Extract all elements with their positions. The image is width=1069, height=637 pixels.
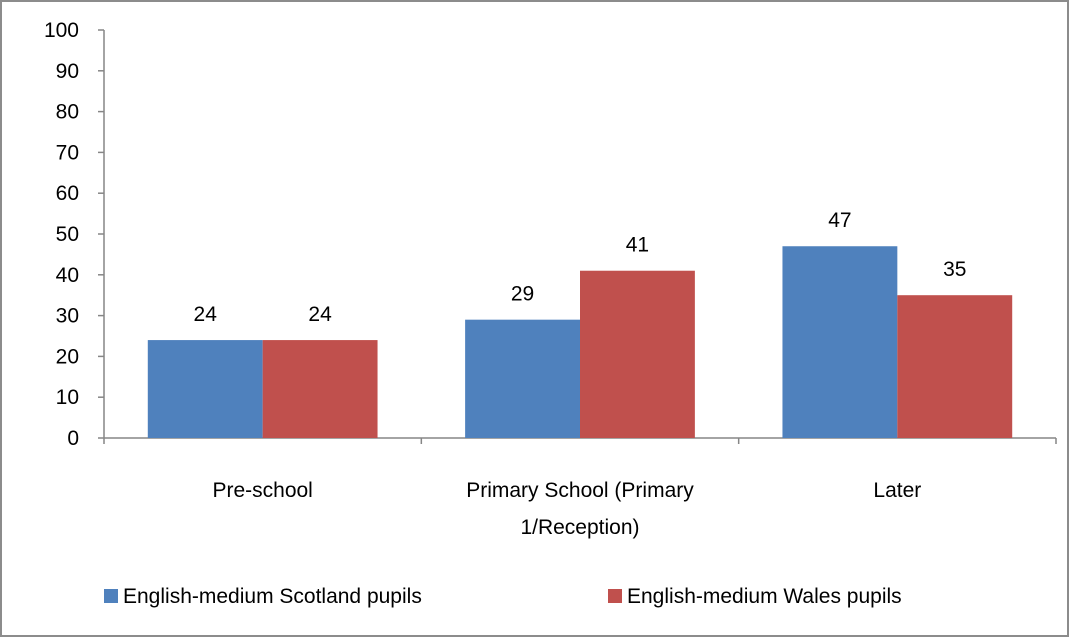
category-labels: Pre-school Primary School (Primary 1/Recep… bbox=[212, 479, 921, 539]
bar-wales bbox=[897, 295, 1013, 438]
category-label: Primary School (Primary 1/Reception) bbox=[466, 479, 694, 539]
category-label: Pre-school bbox=[212, 479, 312, 502]
data-labels: 24 24 29 41 47 35 bbox=[194, 209, 967, 326]
y-tick-label: 60 bbox=[56, 182, 79, 205]
data-label: 47 bbox=[828, 209, 851, 232]
bar-wales bbox=[580, 270, 695, 438]
x-axis bbox=[103, 437, 1057, 444]
category-label: Later bbox=[873, 479, 921, 502]
legend-label: English-medium Wales pupils bbox=[627, 585, 902, 608]
data-label: 24 bbox=[194, 303, 218, 326]
y-tick-label: 90 bbox=[56, 60, 79, 83]
data-label: 41 bbox=[626, 234, 649, 257]
y-tick-label: 40 bbox=[56, 264, 79, 287]
data-label: 24 bbox=[308, 303, 332, 326]
bar-wales bbox=[262, 340, 378, 438]
y-tick-label: 10 bbox=[56, 386, 79, 409]
bar-scotland bbox=[465, 319, 580, 438]
legend: English-medium Scotland pupils English-me… bbox=[104, 585, 902, 608]
legend-swatch bbox=[608, 589, 622, 603]
y-axis: 0 10 20 30 40 50 60 70 80 90 100 bbox=[44, 19, 105, 450]
y-tick-label: 80 bbox=[56, 101, 79, 124]
y-tick-label: 70 bbox=[56, 141, 79, 164]
y-tick-label: 0 bbox=[67, 427, 79, 450]
bar-scotland bbox=[782, 246, 898, 438]
y-tick-label: 30 bbox=[56, 305, 79, 328]
y-tick-label: 50 bbox=[56, 223, 79, 246]
bars bbox=[147, 246, 1013, 438]
y-tick-label: 20 bbox=[56, 345, 79, 368]
data-label: 29 bbox=[511, 283, 534, 306]
legend-label: English-medium Scotland pupils bbox=[123, 585, 422, 608]
data-label: 35 bbox=[943, 258, 966, 281]
bar-scotland bbox=[147, 340, 263, 438]
y-tick-label: 100 bbox=[44, 19, 79, 42]
legend-swatch bbox=[104, 589, 118, 603]
